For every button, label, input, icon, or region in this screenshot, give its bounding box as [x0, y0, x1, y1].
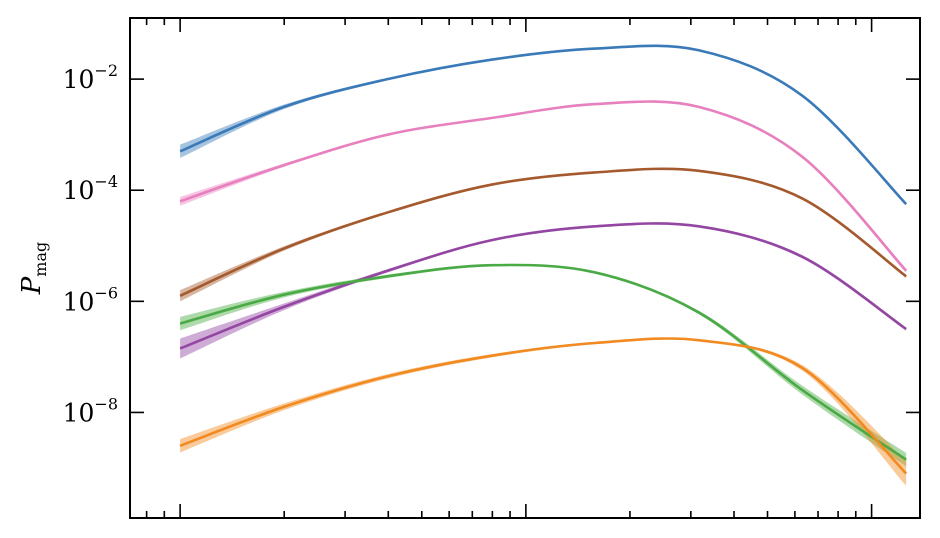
series-band-4 — [180, 222, 907, 359]
series-band-1 — [180, 45, 907, 206]
series-lines — [179, 44, 908, 475]
y-tick-label-exponent: −6 — [94, 283, 118, 302]
y-tick-label-base: 10 — [63, 398, 95, 427]
axis-ticks — [130, 18, 920, 518]
y-tick-label-exponent: −8 — [94, 394, 118, 413]
series-line-3 — [179, 167, 907, 297]
y-tick-label-exponent: −2 — [94, 61, 118, 80]
y-tick-label-exponent: −4 — [94, 172, 118, 191]
y-tick-label: 10−2 — [63, 61, 118, 94]
y-tick-label: 10−4 — [63, 172, 118, 205]
series-line-4 — [179, 222, 907, 350]
y-axis-title-subscript: mag — [31, 242, 50, 277]
series-line-6 — [179, 337, 908, 475]
plot-frame — [129, 17, 921, 519]
y-tick-label-base: 10 — [63, 65, 95, 94]
series-line-1 — [179, 44, 908, 206]
series-band-3 — [180, 168, 907, 302]
series-line-5 — [179, 263, 907, 461]
y-axis-title: Pmag — [17, 242, 50, 295]
series-band-6 — [180, 337, 907, 486]
y-tick-labels: 10−210−410−610−8 — [63, 61, 118, 427]
series-line-2 — [179, 100, 908, 272]
y-tick-label: 10−6 — [63, 283, 118, 316]
y-tick-label-base: 10 — [63, 176, 95, 205]
y-tick-label: 10−8 — [63, 394, 118, 427]
y-axis-title-symbol: P — [17, 276, 47, 295]
y-tick-label-base: 10 — [63, 287, 95, 316]
